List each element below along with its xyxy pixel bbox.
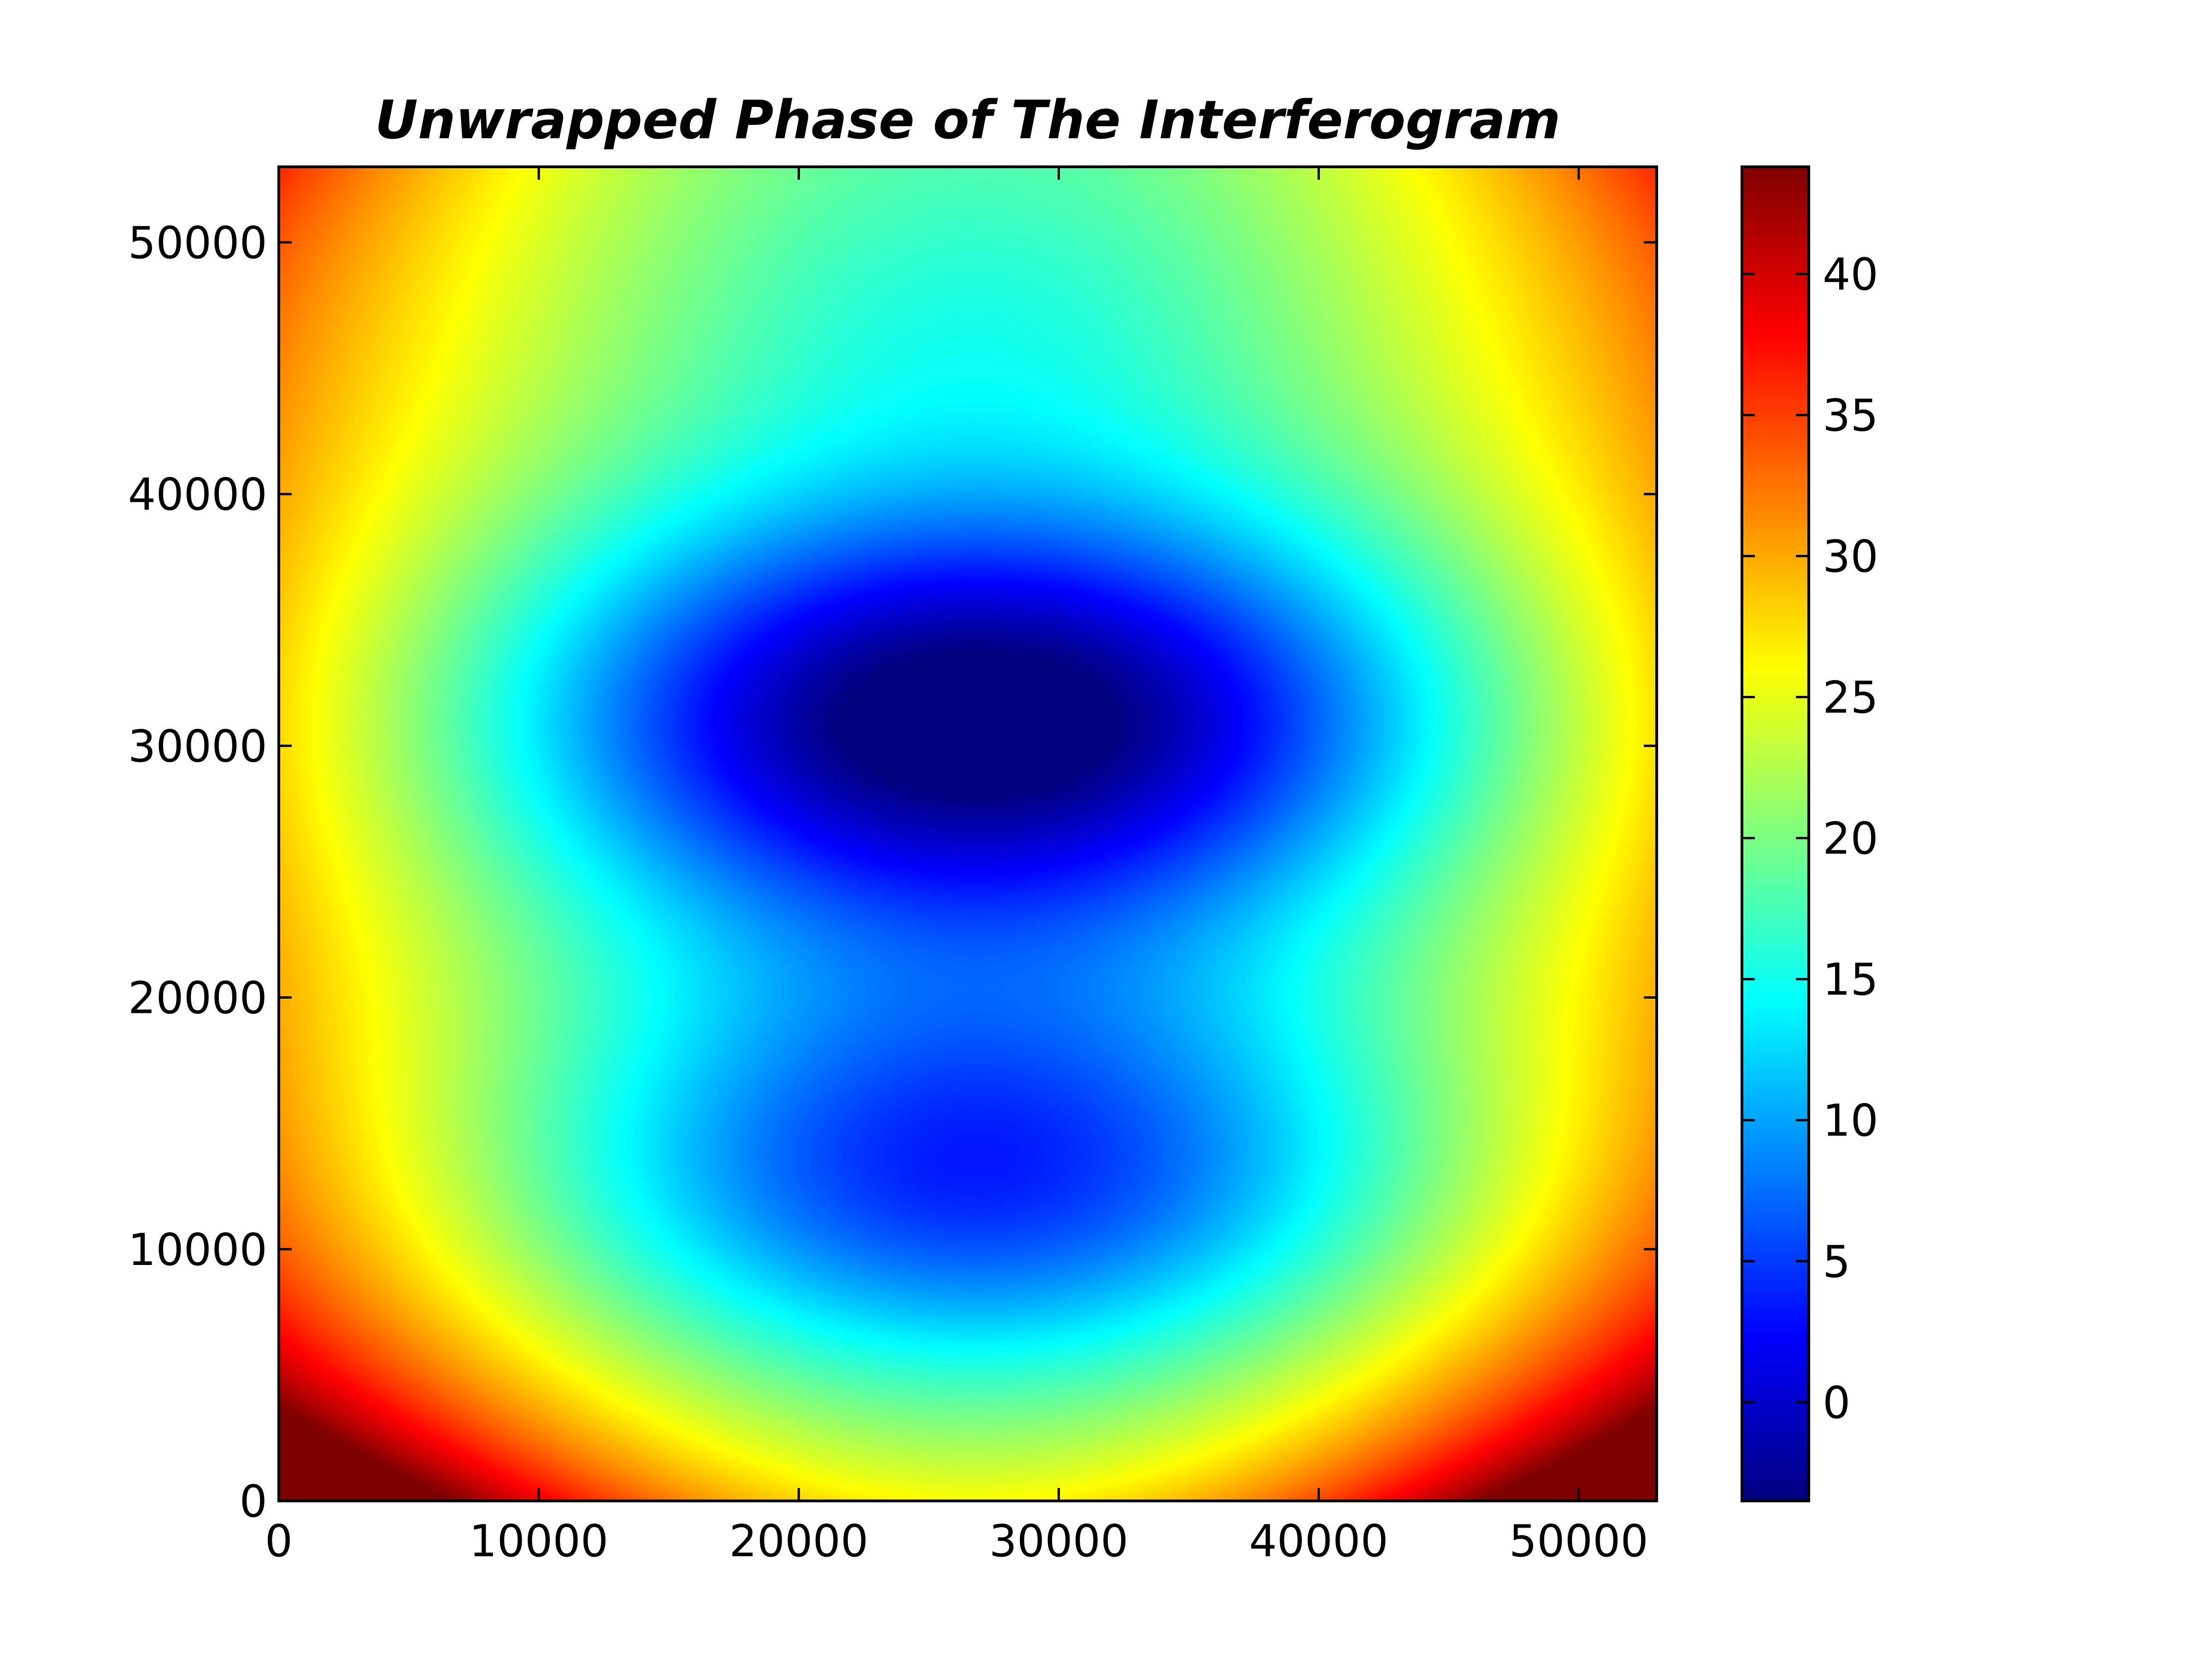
- y-tick-label: 20000: [128, 973, 267, 1024]
- y-tick-label: 50000: [128, 218, 267, 269]
- colorbar-frame: [1741, 165, 1810, 1502]
- x-tick-label: 50000: [1509, 1516, 1648, 1567]
- colorbar-tick-label: 20: [1823, 814, 1878, 865]
- plot-frame: [277, 165, 1658, 1502]
- x-tick-label: 0: [265, 1516, 293, 1567]
- heatmap-raster: [279, 167, 1657, 1501]
- colorbar-gradient: [1742, 167, 1809, 1501]
- colorbar-tick-label: 35: [1823, 391, 1878, 441]
- x-axis: 0 10000 20000 30000 40000 50000: [265, 167, 1648, 1567]
- colorbar-tick-label: 15: [1823, 955, 1878, 1006]
- colorbar-tick-label: 40: [1823, 250, 1878, 300]
- colorbar-tick-label: 25: [1823, 673, 1878, 724]
- y-axis: 0 10000 20000 30000 40000 50000: [128, 218, 1657, 1527]
- heatmap-image: [279, 167, 1657, 1501]
- x-tick-label: 20000: [729, 1516, 868, 1567]
- colorbar-tick-label: 0: [1823, 1378, 1850, 1429]
- x-tick-label: 40000: [1249, 1516, 1388, 1567]
- colorbar: 0 5 10 15 20 25 30 35 40: [1741, 165, 1878, 1502]
- y-tick-label: 40000: [128, 470, 267, 520]
- colorbar-tick-label: 10: [1823, 1096, 1878, 1147]
- colorbar-tick-label: 5: [1823, 1237, 1850, 1288]
- chart-title: Unwrapped Phase of The Interferogram: [375, 89, 1560, 151]
- y-tick-label: 0: [240, 1477, 267, 1527]
- x-tick-label: 30000: [989, 1516, 1128, 1567]
- y-tick-label: 30000: [128, 721, 267, 772]
- y-tick-label: 10000: [128, 1225, 267, 1276]
- x-tick-label: 10000: [469, 1516, 608, 1567]
- colorbar-tick-label: 30: [1823, 532, 1878, 582]
